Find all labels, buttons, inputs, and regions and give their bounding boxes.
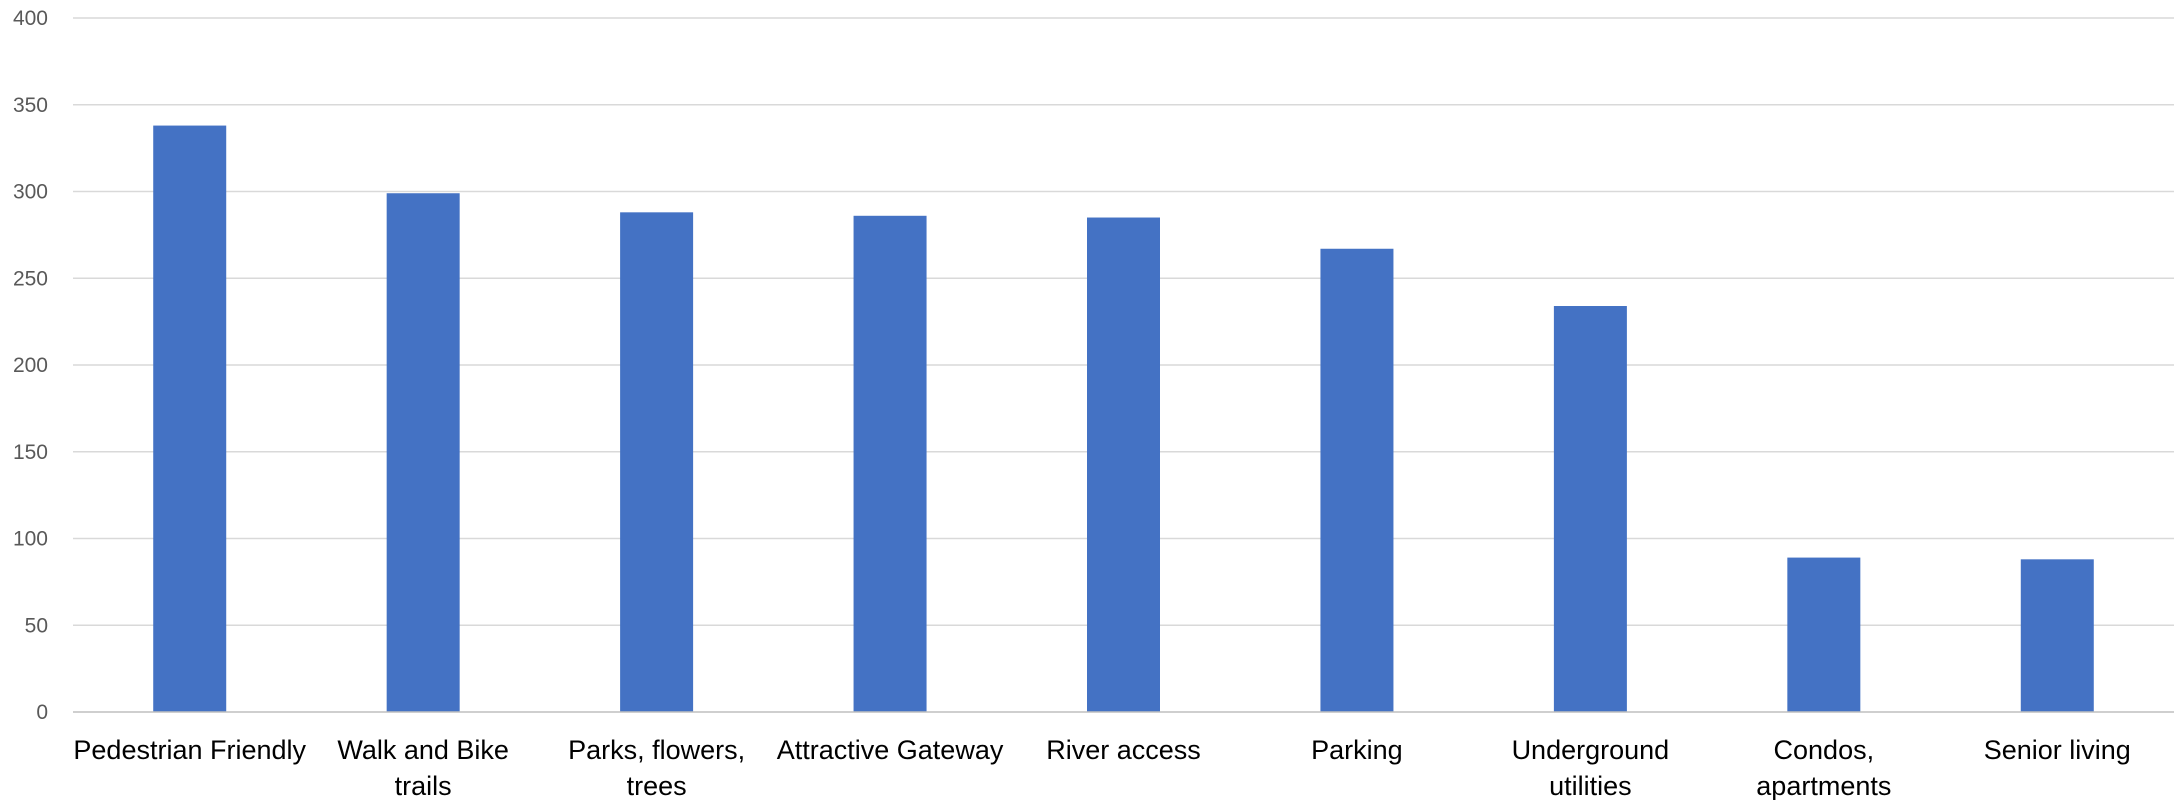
category-label: Senior living — [1984, 735, 2131, 765]
bar — [853, 215, 927, 713]
category-label: Pedestrian Friendly — [73, 735, 306, 765]
category-label-line: utilities — [1549, 771, 1632, 800]
bar — [1787, 557, 1861, 712]
y-axis-tick-labels: 0 50 100 150 200 250 300 350 400 — [13, 7, 48, 724]
y-tick-label: 200 — [13, 354, 48, 377]
y-tick-label: 150 — [13, 441, 48, 464]
y-tick-label: 400 — [13, 7, 48, 30]
category-labels: Pedestrian Friendly Walk and Bike trails Pa… — [73, 735, 2130, 800]
bar — [1087, 217, 1160, 712]
bar — [1553, 306, 1627, 712]
category-label-line: Parks, flowers, — [568, 735, 745, 765]
category-label-line: Condos, — [1774, 735, 1875, 765]
category-label-line: River access — [1046, 735, 1201, 765]
category-label-line: trees — [627, 771, 687, 800]
category-label-line: Underground — [1512, 735, 1670, 765]
bar — [1320, 248, 1394, 712]
y-tick-label: 250 — [13, 267, 48, 290]
y-tick-label: 100 — [13, 528, 48, 551]
bar — [2020, 559, 2094, 712]
category-label-line: Walk and Bike — [337, 735, 509, 765]
category-label-line: apartments — [1756, 771, 1891, 800]
category-label: River access — [1046, 735, 1201, 765]
category-label-line: Senior living — [1984, 735, 2131, 765]
category-label-line: trails — [395, 771, 452, 800]
bar — [153, 125, 227, 712]
bars — [153, 125, 2094, 713]
category-label: Underground utilities — [1512, 735, 1670, 800]
category-label: Attractive Gateway — [777, 735, 1004, 765]
category-label-line: Attractive Gateway — [777, 735, 1004, 765]
category-label: Walk and Bike trails — [337, 735, 509, 800]
category-label-line: Parking — [1311, 735, 1403, 765]
category-label: Parks, flowers, trees — [568, 735, 745, 800]
category-label-line: Pedestrian Friendly — [73, 735, 306, 765]
bar — [620, 212, 694, 712]
y-tick-label: 350 — [13, 94, 48, 117]
category-label: Condos, apartments — [1756, 735, 1891, 800]
y-tick-label: 50 — [25, 614, 48, 637]
category-label: Parking — [1311, 735, 1403, 765]
y-tick-label: 300 — [13, 181, 48, 204]
y-tick-label: 0 — [36, 701, 48, 724]
bar — [386, 193, 460, 713]
